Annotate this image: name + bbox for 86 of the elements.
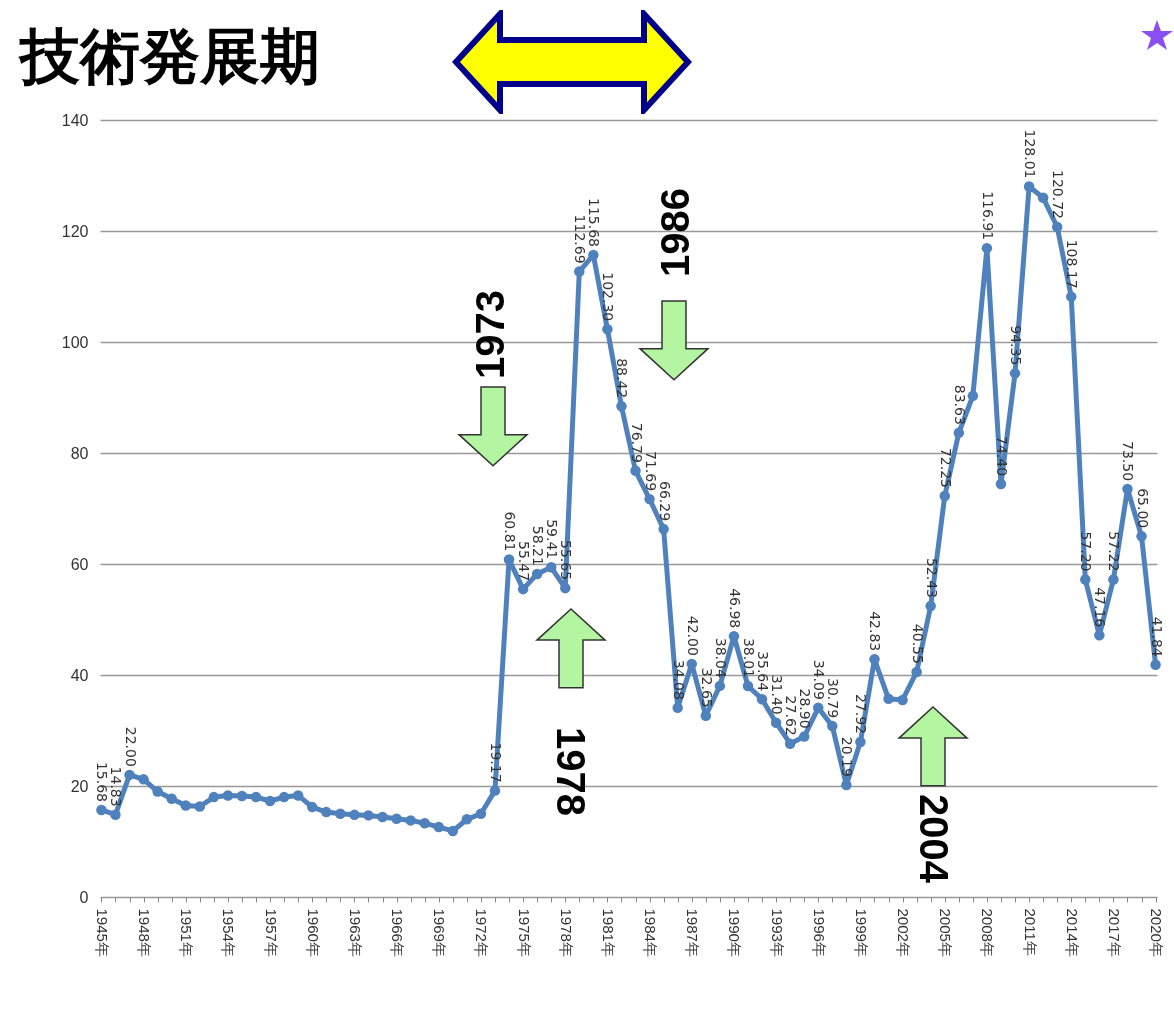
- y-tick-label: 80: [70, 444, 89, 462]
- data-label: 20.19: [839, 736, 856, 777]
- data-label: 34.09: [811, 659, 828, 700]
- data-label: 35.64: [755, 651, 772, 692]
- y-tick-label: 40: [70, 666, 89, 684]
- x-tick-label: 1960年: [304, 908, 322, 957]
- x-tick-label: 1954年: [220, 908, 238, 957]
- data-label: 31.40: [769, 674, 786, 715]
- data-label: 112.69: [572, 214, 589, 264]
- data-label: 57.20: [1078, 531, 1095, 572]
- data-label: 19.17: [487, 742, 504, 783]
- data-label: 72.25: [937, 447, 954, 489]
- x-tick-label: 1987年: [684, 908, 702, 957]
- y-tick-label: 20: [70, 777, 89, 795]
- data-label: 15.68: [94, 761, 111, 802]
- data-label: 66.29: [656, 481, 673, 522]
- x-tick-label: 2005年: [937, 908, 955, 957]
- data-label: 76.79: [628, 422, 645, 463]
- data-label: 65.00: [1134, 488, 1151, 529]
- x-tick-label: 1951年: [178, 908, 196, 957]
- data-label: 116.91: [979, 191, 996, 241]
- data-label: 71.69: [642, 451, 659, 492]
- data-label: 94.35: [1008, 325, 1025, 366]
- data-label: 32.65: [698, 667, 715, 708]
- x-tick-label: 1975年: [515, 908, 533, 957]
- x-tick-label: 2017年: [1105, 908, 1123, 957]
- x-tick-label: 1981年: [599, 908, 617, 957]
- data-label: 38.04: [712, 637, 729, 678]
- x-tick-label: 2011年: [1021, 908, 1039, 956]
- data-label: 55.47: [516, 541, 533, 582]
- x-tick-label: 1969年: [431, 908, 449, 957]
- data-label: 128.01: [1022, 129, 1039, 179]
- data-label: 120.72: [1050, 170, 1067, 219]
- data-label: 40.55: [909, 623, 926, 664]
- data-label: 38.01: [740, 637, 757, 679]
- data-label: 22.00: [122, 726, 139, 767]
- x-tick-label: 1972年: [473, 908, 491, 957]
- data-label: 27.62: [783, 695, 800, 736]
- x-tick-label: 1978年: [557, 908, 575, 957]
- x-tick-label: 1999年: [852, 908, 870, 957]
- x-tick-label: 1945年: [93, 908, 111, 957]
- data-label: 47.16: [1092, 587, 1109, 628]
- data-label: 42.83: [867, 611, 884, 652]
- x-tick-label: 1948年: [136, 908, 154, 957]
- data-label: 42.00: [684, 615, 701, 656]
- x-tick-label: 1996年: [810, 908, 828, 957]
- x-tick-label: 1957年: [262, 908, 280, 957]
- data-label: 27.92: [853, 693, 870, 735]
- data-label: 41.84: [1148, 616, 1165, 657]
- x-tick-label: 2002年: [895, 908, 913, 957]
- data-label: 57.22: [1106, 531, 1123, 572]
- annotation: 1973: [467, 290, 513, 380]
- y-tick-label: 140: [61, 111, 89, 129]
- data-label: 30.79: [825, 678, 842, 719]
- data-label: 46.98: [726, 588, 743, 629]
- data-label: 88.42: [614, 358, 631, 399]
- data-label: 108.17: [1064, 239, 1081, 289]
- y-tick-label: 60: [70, 555, 89, 573]
- data-label: 60.81: [502, 511, 519, 552]
- y-tick-label: 0: [79, 888, 89, 906]
- x-tick-label: 1990年: [726, 908, 744, 957]
- y-tick-label: 120: [61, 222, 89, 240]
- x-tick-label: 1993年: [768, 908, 786, 957]
- data-label: 14.83: [108, 766, 125, 807]
- data-label: 59.41: [544, 519, 561, 560]
- x-tick-label: 2020年: [1148, 908, 1166, 957]
- x-tick-label: 1984年: [642, 908, 660, 957]
- x-tick-label: 1966年: [389, 908, 407, 957]
- data-label: 58.21: [530, 525, 547, 566]
- data-label: 73.50: [1120, 440, 1137, 482]
- y-tick-label: 100: [61, 333, 89, 351]
- chart-title: 技術発展期: [18, 21, 320, 91]
- annotation: 1978: [547, 727, 593, 817]
- data-label: 52.43: [923, 557, 940, 599]
- data-label: 115.68: [586, 197, 603, 247]
- data-label: 83.63: [951, 384, 968, 425]
- annotation: 2004: [910, 794, 956, 884]
- data-label: 74.40: [993, 435, 1010, 477]
- data-label: 28.90: [797, 688, 814, 729]
- data-label: 102.30: [600, 272, 617, 322]
- data-label: 55.65: [558, 540, 575, 581]
- annotation: 1986: [652, 187, 698, 277]
- x-tick-label: 2014年: [1063, 908, 1081, 957]
- x-tick-label: 2008年: [979, 908, 997, 957]
- x-tick-label: 1963年: [346, 908, 364, 957]
- data-label: 34.08: [670, 659, 687, 700]
